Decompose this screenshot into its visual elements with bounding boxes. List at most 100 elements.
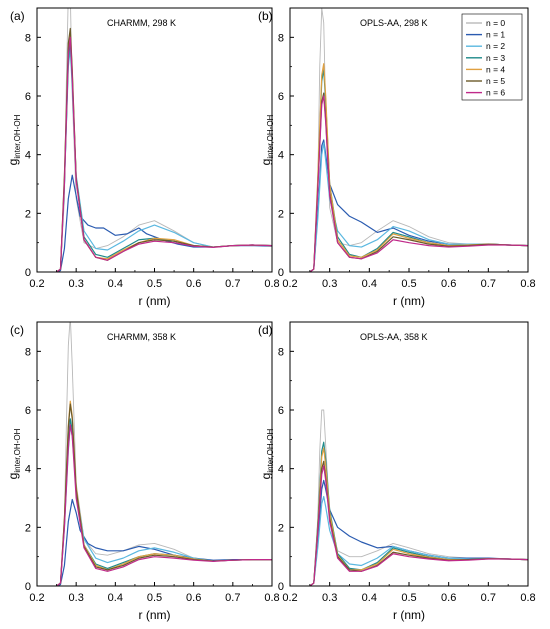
y-tick-label: 0	[25, 267, 31, 279]
series-line-n0	[56, 322, 272, 586]
series-line-n2	[56, 424, 272, 586]
panel-a: 0.2 0.3 0.4 0.5 0.6 0.7 0.8 0 2 4 6 8 r (nm) ginter,O…	[6, 7, 280, 308]
x-tick-label: 0.3	[69, 592, 84, 604]
y-tick-label: 0	[278, 267, 284, 279]
x-axis-label: r (nm)	[393, 294, 425, 308]
panel-label: (a)	[10, 9, 25, 23]
legend-label-n2: n = 2	[486, 41, 505, 51]
series-line-n4	[309, 447, 528, 586]
x-tick-label: 0.8	[264, 278, 279, 290]
y-tick-label: 4	[25, 150, 31, 162]
y-tick-label: 8	[278, 32, 284, 44]
panel-c: 0.2 0.3 0.4 0.5 0.6 0.7 0.8 0 2 4 6 8 r (nm) ginter,O…	[6, 321, 280, 622]
x-axis-label: r (nm)	[393, 608, 425, 622]
x-tick-label: 0.3	[322, 278, 337, 290]
series-line-n5	[309, 460, 528, 586]
y-axis-label: ginter,OH-OH	[6, 428, 22, 479]
series-line-n3	[56, 418, 272, 586]
x-tick-label: 0.4	[108, 278, 123, 290]
panel-title: OPLS-AA, 298 K	[360, 18, 428, 28]
y-tick-label: 2	[278, 522, 284, 534]
series-line-n6	[309, 465, 528, 586]
x-tick-label: 0.3	[69, 278, 84, 290]
x-tick-label: 0.8	[520, 592, 535, 604]
x-tick-label: 0.4	[362, 592, 377, 604]
y-tick-label: 0	[278, 581, 284, 593]
y-tick-label: 4	[278, 464, 284, 476]
x-tick-label: 0.7	[225, 278, 240, 290]
x-tick-label: 0.6	[186, 278, 201, 290]
series-group	[56, 322, 272, 586]
y-tick-label: 2	[278, 208, 284, 220]
x-tick-label: 0.5	[147, 592, 162, 604]
y-axis-label: ginter,OH-OH	[259, 114, 275, 165]
series-line-n6	[56, 424, 272, 586]
y-tick-label: 4	[25, 464, 31, 476]
x-tick-label: 0.5	[401, 592, 416, 604]
y-tick-label: 8	[25, 32, 31, 44]
x-tick-label: 0.8	[264, 592, 279, 604]
series-group	[56, 8, 272, 272]
y-tick-label: 6	[278, 91, 284, 103]
x-tick-label: 0.6	[441, 278, 456, 290]
series-line-n6	[56, 36, 272, 272]
series-line-n1	[309, 139, 528, 272]
x-tick-label: 0.7	[225, 592, 240, 604]
y-axis-label: ginter,OH-OH	[6, 114, 22, 165]
series-line-n1	[56, 498, 272, 586]
series-line-n5	[56, 27, 272, 272]
series-line-n6	[309, 95, 528, 272]
x-axis-label: r (nm)	[139, 608, 171, 622]
y-tick-label: 2	[25, 522, 31, 534]
series-line-n5	[56, 403, 272, 586]
y-tick-label: 6	[25, 91, 31, 103]
axes-frame	[36, 7, 273, 273]
panel-label: (d)	[258, 323, 273, 337]
series-group	[309, 409, 528, 586]
x-tick-label: 0.5	[401, 278, 416, 290]
y-tick-label: 6	[278, 405, 284, 417]
x-tick-label: 0.4	[108, 592, 123, 604]
x-tick-label: 0.6	[441, 592, 456, 604]
x-tick-label: 0.2	[282, 592, 297, 604]
x-tick-label: 0.7	[481, 592, 496, 604]
x-tick-label: 0.3	[322, 592, 337, 604]
x-tick-label: 0.4	[362, 278, 377, 290]
legend-label-n6: n = 6	[486, 88, 505, 98]
x-tick-label: 0.2	[29, 592, 44, 604]
panel-title: CHARMM, 358 K	[107, 332, 176, 342]
legend-label-n4: n = 4	[486, 64, 505, 74]
x-tick-label: 0.7	[481, 278, 496, 290]
legend-box	[461, 13, 523, 101]
panel-title: CHARMM, 298 K	[107, 18, 176, 28]
y-tick-label: 8	[278, 346, 284, 358]
axes-frame	[289, 321, 529, 587]
legend-label-n1: n = 1	[486, 30, 505, 40]
y-tick-label: 8	[25, 346, 31, 358]
legend-label-n0: n = 0	[486, 18, 505, 28]
panel-title: OPLS-AA, 358 K	[360, 332, 428, 342]
x-tick-label: 0.2	[29, 278, 44, 290]
series-line-n4	[56, 30, 272, 272]
y-tick-label: 0	[25, 581, 31, 593]
legend: n = 0 n = 1n = 2 n = 3n = 4 n = 5 n = 6	[461, 13, 523, 101]
y-tick-label: 6	[25, 405, 31, 417]
legend-label-n5: n = 5	[486, 76, 505, 86]
series-line-n4	[56, 400, 272, 586]
panel-label: (c)	[10, 323, 24, 337]
series-line-n2	[309, 142, 528, 272]
x-tick-label: 0.8	[520, 278, 535, 290]
panel-label: (b)	[258, 9, 273, 23]
x-tick-label: 0.5	[147, 278, 162, 290]
x-axis-label: r (nm)	[139, 294, 171, 308]
y-axis-label: ginter,OH-OH	[259, 428, 275, 479]
y-tick-label: 4	[278, 150, 284, 162]
y-tick-label: 2	[25, 208, 31, 220]
series-line-n2	[309, 495, 528, 586]
legend-label-n3: n = 3	[486, 53, 505, 63]
series-group	[309, 8, 528, 272]
series-line-n1	[309, 479, 528, 586]
series-line-n1	[56, 174, 272, 272]
